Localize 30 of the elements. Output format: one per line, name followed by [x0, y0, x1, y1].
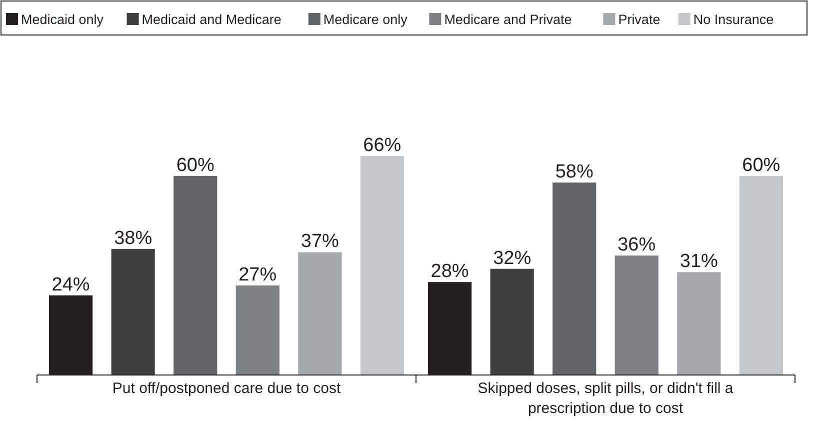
- bar: [677, 272, 721, 375]
- legend-label: Medicaid only: [21, 12, 104, 27]
- data-label: 66%: [363, 135, 402, 156]
- data-label: 28%: [430, 261, 469, 282]
- bar: [236, 285, 280, 375]
- bar: [490, 268, 534, 375]
- legend-label: Private: [618, 12, 660, 27]
- data-label: 38%: [114, 228, 152, 249]
- data-label: 60%: [742, 154, 780, 176]
- legend-label: No Insurance: [693, 12, 774, 27]
- x-tick-label: Put off/postponed care due to cost: [112, 380, 342, 397]
- legend-label: Medicare only: [323, 12, 408, 27]
- data-label: 27%: [238, 264, 277, 286]
- bar: [111, 248, 155, 375]
- data-label: 36%: [618, 234, 656, 256]
- bar: [298, 252, 342, 375]
- data-label: 58%: [555, 162, 594, 183]
- bar: [739, 176, 783, 375]
- data-label: 37%: [300, 231, 340, 252]
- legend-label: Medicaid and Medicare: [142, 12, 282, 27]
- bar: [360, 156, 404, 375]
- bar: [552, 182, 596, 375]
- bar: [614, 256, 658, 375]
- data-label: 31%: [680, 251, 718, 272]
- data-label: 24%: [52, 274, 90, 296]
- legend-label: Medicare and Private: [444, 12, 572, 27]
- data-label: 60%: [176, 154, 214, 176]
- x-tick-label: Skipped doses, split pills, or didn't fill a prescription due to cost: [478, 380, 734, 417]
- data-label: 32%: [493, 248, 532, 269]
- bar: [174, 176, 218, 375]
